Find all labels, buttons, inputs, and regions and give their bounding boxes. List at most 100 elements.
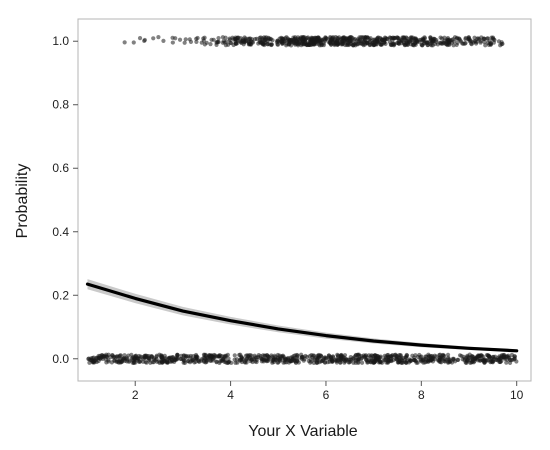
scatter-point: [295, 353, 300, 358]
scatter-point: [104, 360, 109, 365]
scatter-point: [312, 357, 317, 363]
scatter-point: [422, 36, 428, 41]
scatter-point: [141, 359, 146, 364]
scatter-point: [345, 41, 350, 46]
scatter-point: [361, 43, 366, 48]
scatter-point: [177, 37, 183, 42]
scatter-point: [435, 358, 441, 363]
scatter-point: [426, 354, 431, 359]
scatter-point: [457, 353, 463, 358]
scatter-point: [93, 358, 99, 363]
scatter-point: [455, 40, 460, 45]
scatter-point: [472, 356, 477, 362]
scatter-point: [106, 352, 111, 357]
scatter-point: [216, 36, 221, 41]
scatter-point: [148, 360, 153, 365]
scatter-point: [181, 354, 186, 359]
scatter-point: [359, 360, 365, 365]
scatter-point: [134, 358, 139, 363]
scatter-point: [269, 42, 274, 48]
scatter-point: [165, 359, 170, 365]
scatter-point: [161, 38, 166, 43]
scatter-point: [465, 357, 471, 362]
scatter-point: [293, 42, 298, 47]
scatter-point: [289, 358, 294, 363]
scatter-point: [234, 357, 240, 362]
scatter-point: [130, 360, 135, 365]
scatter-point: [239, 354, 244, 359]
scatter-point: [404, 352, 409, 358]
scatter-point: [330, 36, 335, 41]
scatter-point: [333, 41, 338, 47]
scatter-point: [98, 356, 103, 361]
scatter-point: [425, 42, 430, 48]
y-tick-label: 1.0: [52, 34, 69, 48]
scatter-point: [252, 353, 257, 358]
scatter-point: [217, 359, 223, 364]
scatter-point: [125, 357, 130, 362]
scatter-point: [342, 353, 348, 358]
scatter-point: [174, 357, 180, 362]
scatter-point: [469, 360, 474, 365]
scatter-point: [142, 353, 147, 358]
scatter-point: [482, 40, 487, 45]
scatter-point: [195, 35, 200, 41]
scatter-point: [460, 357, 465, 362]
scatter-point: [443, 357, 448, 362]
scatter-point: [157, 352, 162, 357]
fit-curve-line: [85, 282, 519, 353]
scatter-point: [121, 356, 126, 361]
scatter-point: [480, 358, 486, 363]
scatter-point: [456, 357, 461, 363]
scatter-point: [149, 354, 155, 360]
scatter-point: [254, 36, 259, 41]
scatter-point: [485, 36, 490, 41]
scatter-point: [491, 37, 496, 42]
y-tick-label: 0.6: [52, 161, 69, 175]
scatter-point: [305, 41, 311, 46]
scatter-point: [477, 37, 482, 42]
x-tick-label: 8: [418, 388, 425, 402]
scatter-point: [382, 40, 387, 45]
scatter-point: [301, 42, 307, 47]
scatter-point: [409, 36, 414, 41]
scatter-point: [118, 353, 123, 358]
x-tick-label: 2: [132, 388, 139, 402]
scatter-point: [412, 357, 417, 363]
scatter-point: [277, 353, 282, 358]
y-axis-title: Probability: [14, 164, 31, 239]
scatter-point: [451, 357, 456, 362]
scatter-point: [289, 43, 294, 48]
scatter-point: [414, 37, 419, 42]
scatter-point: [109, 360, 114, 365]
scatter-point: [197, 359, 202, 364]
scatter-point: [318, 353, 323, 358]
scatter-point: [400, 360, 405, 365]
scatter-point: [378, 42, 384, 47]
scatter-point: [339, 39, 345, 44]
scatter-point: [169, 358, 175, 363]
scatter-point: [301, 35, 306, 41]
scatter-point: [362, 38, 367, 44]
scatter-point: [243, 360, 248, 365]
y-tick-label: 0.4: [52, 225, 69, 239]
scatter-point: [185, 358, 191, 364]
scatter-point: [243, 36, 248, 41]
scatter-point: [323, 356, 328, 361]
scatter-point: [170, 40, 175, 45]
scatter-point: [270, 357, 275, 363]
scatter-point: [111, 354, 116, 359]
scatter-point: [170, 35, 175, 40]
scatter-point: [321, 42, 326, 48]
scatter-point: [263, 358, 269, 363]
x-axis-title: Your X Variable: [248, 423, 358, 440]
scatter-point: [159, 359, 164, 364]
scatter-point: [210, 358, 215, 363]
scatter-point: [156, 35, 161, 40]
scatter-point: [491, 40, 496, 45]
scatter-point: [208, 42, 213, 47]
scatter-point: [133, 353, 139, 358]
scatter-point: [87, 360, 92, 365]
scatter-point: [439, 41, 444, 46]
